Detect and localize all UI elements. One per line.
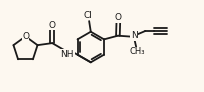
Text: O: O <box>22 32 29 41</box>
Text: Cl: Cl <box>84 11 93 20</box>
Text: O: O <box>49 21 56 30</box>
Text: O: O <box>115 13 122 22</box>
Text: CH₃: CH₃ <box>130 47 145 56</box>
Text: N: N <box>131 31 137 40</box>
Text: NH: NH <box>61 50 74 59</box>
